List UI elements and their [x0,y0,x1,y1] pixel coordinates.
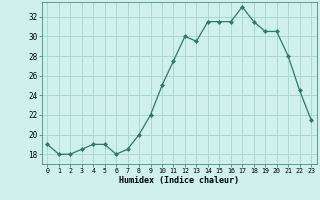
X-axis label: Humidex (Indice chaleur): Humidex (Indice chaleur) [119,176,239,185]
